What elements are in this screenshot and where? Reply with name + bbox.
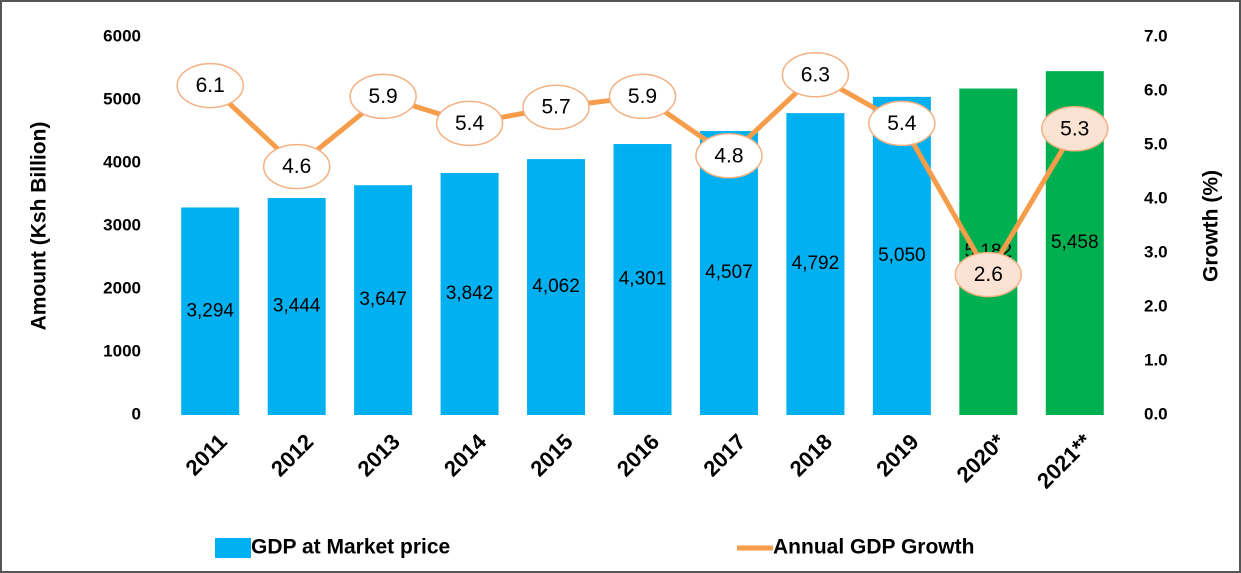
y2-tick-label: 0.0 (1144, 404, 1168, 423)
y2-axis-title: Growth (%) (1200, 170, 1223, 282)
line-value-label: 5.3 (1060, 117, 1089, 140)
y-tick-label: 3000 (103, 215, 141, 234)
bar-value-label: 5,050 (878, 245, 926, 266)
bar-value-label: 3,647 (359, 289, 407, 310)
data-label-bubble (262, 143, 331, 190)
data-label-bubble (868, 100, 936, 147)
line-value-label: 5.7 (541, 96, 570, 119)
bar-value-label: 4,062 (532, 276, 580, 297)
data-label-bubble (781, 52, 850, 98)
bar (181, 207, 240, 415)
y2-tick-label: 4.0 (1144, 188, 1168, 207)
line-value-label: 5.9 (369, 85, 398, 108)
bar (872, 96, 931, 415)
y-tick-label: 4000 (103, 152, 141, 171)
line-value-label: 2.6 (974, 263, 1003, 286)
y2-tick-label: 6.0 (1144, 80, 1168, 99)
legend-swatch (215, 538, 251, 558)
bar (354, 185, 413, 415)
legend-label: Annual GDP Growth (773, 536, 974, 559)
data-label-bubble (522, 84, 590, 130)
bar (786, 113, 845, 415)
bar (959, 88, 1018, 415)
data-label-bubble (176, 62, 244, 109)
line-value-label: 5.9 (628, 85, 657, 108)
bar-value-label: 4,507 (705, 262, 753, 283)
y-tick-label: 6000 (103, 26, 141, 45)
data-label-bubble (1041, 106, 1109, 152)
legend-label: GDP at Market price (251, 536, 450, 559)
line-value-label: 4.8 (714, 144, 743, 167)
bar-value-label: 4,301 (619, 269, 667, 290)
line-value-label: 4.6 (282, 155, 311, 178)
data-label-bubble (435, 100, 504, 147)
line-value-label: 6.3 (801, 63, 830, 86)
bar (440, 172, 499, 415)
bar (527, 159, 586, 415)
data-label-bubble (954, 251, 1023, 298)
bar-value-label: 3,842 (446, 283, 494, 304)
bar-value-label: 3,294 (186, 300, 234, 321)
line-value-label: 5.4 (455, 112, 485, 135)
y2-tick-label: 1.0 (1144, 350, 1168, 369)
bar-value-label: 3,444 (273, 296, 321, 317)
y-axis-title: Amount (Ksh Billion) (28, 122, 51, 331)
y2-tick-label: 5.0 (1144, 134, 1168, 153)
data-label-bubble (695, 133, 763, 179)
y-tick-label: 0 (132, 404, 141, 423)
y2-tick-label: 2.0 (1144, 296, 1168, 315)
line-value-label: 6.1 (196, 74, 225, 97)
bar (267, 198, 326, 415)
bar-value-label: 4,792 (792, 253, 840, 274)
bar (613, 144, 672, 416)
y-tick-label: 5000 (103, 89, 141, 108)
bar-value-label: 5,458 (1051, 232, 1099, 253)
y-tick-label: 1000 (103, 341, 141, 360)
data-label-bubble (349, 73, 417, 120)
y2-tick-label: 7.0 (1144, 26, 1168, 45)
y-tick-label: 2000 (103, 278, 141, 297)
data-label-bubble (608, 73, 677, 120)
y2-tick-label: 3.0 (1144, 242, 1168, 261)
line-value-label: 5.4 (887, 112, 917, 135)
